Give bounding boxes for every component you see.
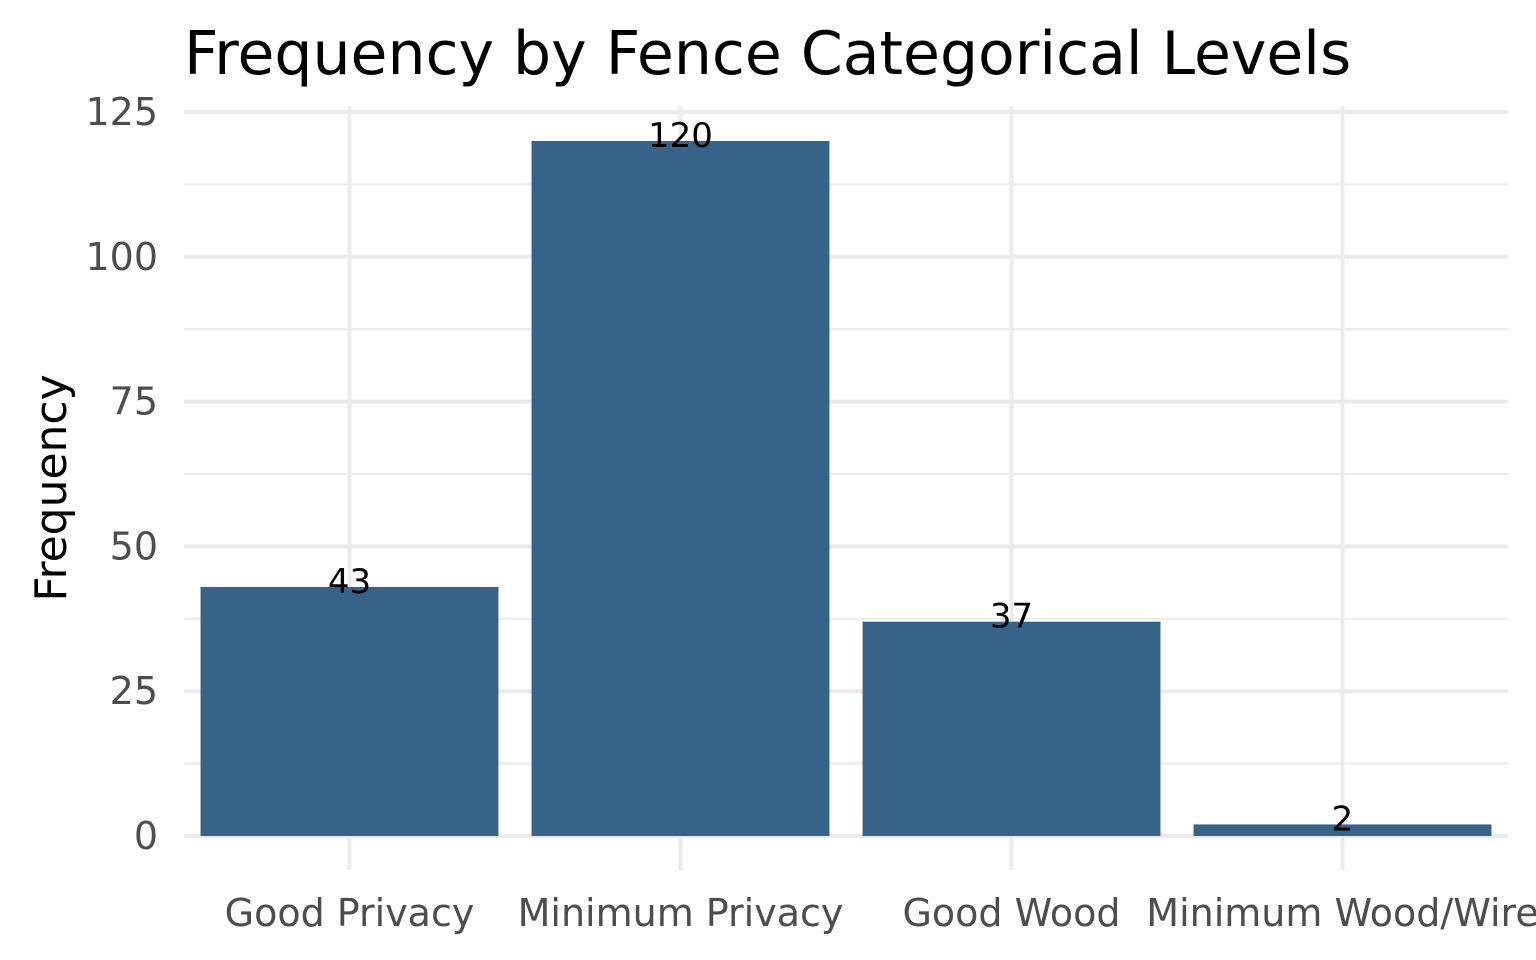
chart-title: Frequency by Fence Categorical Levels	[184, 19, 1351, 89]
x-category-label: Good Privacy	[225, 891, 475, 935]
bar-value-label: 2	[1332, 799, 1354, 839]
bar	[862, 621, 1161, 836]
y-axis-ticks: 0 25 50 75 100 125	[85, 90, 158, 858]
x-axis-categories: Good Privacy Minimum Privacy Good Wood Mini…	[225, 891, 1536, 935]
y-tick-label: 0	[134, 814, 158, 858]
grid-lines	[184, 106, 1508, 870]
bar	[1193, 824, 1492, 836]
data-labels: 43 120 37 2	[328, 116, 1353, 839]
y-tick-label: 50	[110, 524, 158, 568]
x-category-label: Minimum Privacy	[518, 891, 844, 935]
y-tick-label: 125	[85, 90, 158, 134]
bars	[200, 140, 1492, 836]
x-category-label: Good Wood	[902, 891, 1120, 935]
y-tick-label: 25	[110, 669, 158, 713]
bar	[531, 140, 830, 836]
y-tick-label: 75	[110, 380, 158, 424]
x-category-label: Minimum Wood/Wire	[1146, 891, 1536, 935]
y-tick-label: 100	[85, 235, 158, 279]
bar-value-label: 43	[328, 562, 371, 602]
bar-value-label: 37	[990, 597, 1033, 637]
bar	[200, 586, 499, 836]
y-axis-label: Frequency	[26, 374, 77, 601]
bar-value-label: 120	[648, 116, 713, 156]
